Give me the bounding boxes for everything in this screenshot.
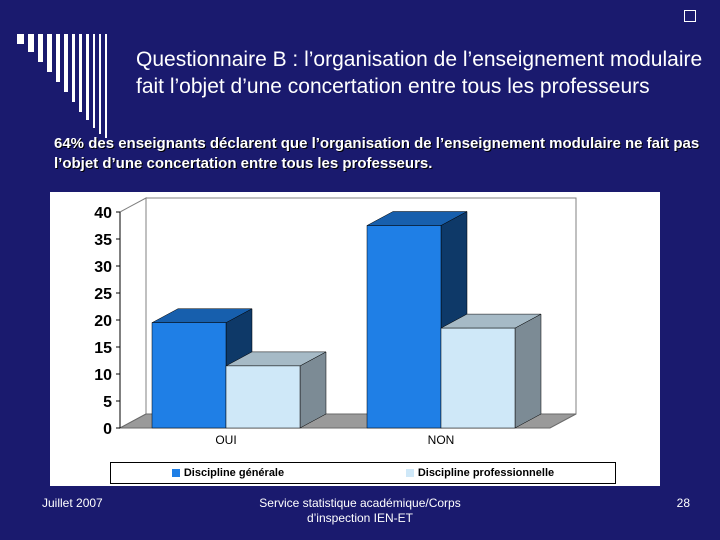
decorative-bars [17,34,107,138]
x-category-label-non: NON [428,433,455,447]
slide-title: Questionnaire B : l’organisation de l’en… [136,48,703,98]
decorative-square [684,10,696,22]
legend-item-series-2: Discipline professionnelle [405,467,555,479]
bar-oui-series-2 [225,365,301,429]
bar-side-non-series-2 [514,313,542,429]
y-tick-label: 40 [94,205,112,222]
legend-swatch-series-1 [171,469,180,477]
bar-oui-series-1 [151,322,227,429]
slide-subtitle: 64% des enseignants déclarent que l’orga… [54,135,700,172]
footer-source: Service statistique académique/Corps d’i… [259,496,461,525]
y-tick-label: 15 [94,340,112,357]
page-number: 28 [676,496,690,510]
chart-legend: Discipline générale Discipline professio… [110,462,616,484]
y-tick-label: 10 [94,367,112,384]
chart-side-wall [119,197,147,429]
bar-non-series-2 [440,327,516,429]
y-tick-label: 25 [94,286,112,303]
legend-item-series-1: Discipline générale [171,467,285,479]
y-tick-label: 30 [94,259,112,276]
x-category-label-oui: OUI [215,433,236,447]
y-tick-label: 0 [103,421,112,438]
footer-date: Juillet 2007 [42,496,103,510]
bar-non-series-1 [366,225,442,429]
legend-label-series-2: Discipline professionnelle [417,467,555,479]
bar-chart: 0 5 10 15 20 25 30 35 40 OUI NON [50,192,660,486]
y-tick-label: 35 [94,232,112,249]
legend-label-series-1: Discipline générale [183,467,285,479]
chart-canvas: 0 5 10 15 20 25 30 35 40 OUI NON [94,197,577,447]
y-tick-label: 5 [103,394,112,411]
y-tick-label: 20 [94,313,112,330]
legend-swatch-series-2 [405,469,414,477]
